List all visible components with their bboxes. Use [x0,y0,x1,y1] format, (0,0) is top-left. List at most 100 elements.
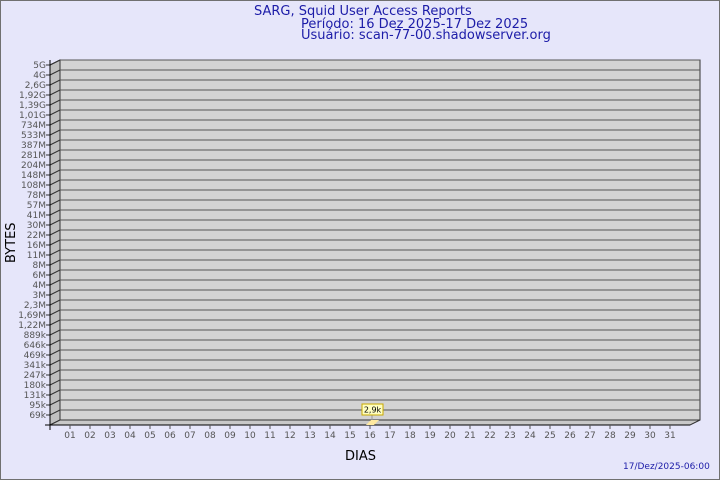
grid-diagonal [49,189,61,196]
grid-diagonal [49,149,61,156]
y-tick-label: 3M [33,291,47,301]
grid-diagonal [49,89,61,96]
x-tick-label: 23 [504,431,515,441]
grid-diagonal [49,349,61,356]
grid-diagonal [49,329,61,336]
chart-title: SARG, Squid User Access Reports [254,4,472,19]
x-axis-label: DIAS [345,449,376,464]
y-tick-label: 95k [29,401,46,411]
y-tick-label: 8M [33,261,47,271]
grid-diagonal [49,249,61,256]
y-tick-label: 247k [24,371,47,381]
x-tick-label: 13 [304,431,315,441]
x-tick-label: 22 [484,431,495,441]
grid-diagonal [49,379,61,386]
x-tick-label: 18 [404,431,416,441]
grid-diagonal [49,139,61,146]
x-tick-label: 08 [204,431,216,441]
y-tick-label: 22M [27,231,46,241]
grid-diagonal [49,209,61,216]
y-tick-label: 30M [27,221,46,231]
grid-diagonal [49,399,61,406]
grid-diagonal [49,169,61,176]
data-label: 2,9k [364,406,382,415]
x-tick-label: 06 [164,431,176,441]
x-tick-label: 20 [444,431,456,441]
x-tick-label: 15 [344,431,355,441]
grid-diagonal [49,129,61,136]
grid-diagonal [49,409,61,416]
x-tick-label: 03 [104,431,115,441]
y-tick-label: 5G [33,61,46,71]
x-tick-label: 12 [284,431,295,441]
grid-diagonal [49,279,61,286]
y-tick-label: 1,01G [19,111,46,121]
grid-diagonal [49,219,61,226]
x-tick-label: 27 [584,431,595,441]
grid-diagonal [49,109,61,116]
y-tick-label: 2,6G [25,81,46,91]
x-tick-label: 24 [524,431,536,441]
x-tick-label: 17 [384,431,395,441]
y-tick-label: 889k [24,331,47,341]
x-tick-label: 05 [144,431,155,441]
x-tick-label: 09 [224,431,236,441]
x-tick-label: 29 [624,431,636,441]
y-tick-label: 4G [33,71,46,81]
grid-diagonal [49,269,61,276]
y-tick-label: 16M [27,241,46,251]
y-tick-label: 57M [27,201,46,211]
grid-diagonal [49,69,61,76]
chart-subtitle-period: Período: 16 Dez 2025-17 Dez 2025 [301,17,529,32]
y-tick-label: 6M [33,271,47,281]
y-tick-label: 2,3M [24,301,46,311]
y-tick-label: 1,92G [19,91,46,101]
y-tick-label: 646k [24,341,47,351]
grid-diagonal [49,199,61,206]
y-tick-label: 180k [24,381,47,391]
x-tick-label: 14 [324,431,336,441]
bar-day-16 [366,420,379,425]
x-tick-label: 11 [264,431,275,441]
y-tick-label: 341k [24,361,47,371]
x-tick-label: 16 [364,431,376,441]
x-tick-label: 26 [564,431,576,441]
grid-diagonal [49,339,61,346]
y-tick-label: 1,39G [19,101,46,111]
x-tick-label: 19 [424,431,436,441]
x-tick-label: 01 [64,431,75,441]
footer-timestamp: 17/Dez/2025-06:00 [623,462,710,472]
grid-diagonal [49,79,61,86]
y-tick-label: 131k [24,391,47,401]
x-tick-label: 10 [244,431,256,441]
x-tick-label: 02 [84,431,95,441]
y-tick-label: 41M [27,211,46,221]
grid-diagonal [49,309,61,316]
y-tick-label: 11M [27,251,46,261]
grid-diagonal [49,59,61,66]
grid-diagonal [49,229,61,236]
data-label-box [361,403,384,416]
y-tick-label: 204M [21,161,46,171]
chart-subtitle-user: Usuário: scan-77-00.shadowserver.org [301,28,551,43]
y-tick-label: 469k [24,351,47,361]
x-tick-label: 30 [644,431,656,441]
y-tick-label: 387M [21,141,46,151]
y-tick-label: 69k [29,411,46,421]
grid-diagonal [49,289,61,296]
y-tick-label: 1,22M [18,321,46,331]
grid-diagonal [49,259,61,266]
y-tick-label: 108M [21,181,46,191]
grid-diagonal [49,369,61,376]
y-tick-label: 4M [33,281,47,291]
y-tick-label: 533M [21,131,46,141]
y-tick-label: 281M [21,151,46,161]
grid-diagonal [49,239,61,246]
y-tick-label: 78M [27,191,46,201]
x-tick-label: 25 [544,431,555,441]
y-tick-label: 148M [21,171,46,181]
grid-diagonal [49,99,61,106]
y-tick-label: 734M [21,121,46,131]
grid-diagonal [49,119,61,126]
